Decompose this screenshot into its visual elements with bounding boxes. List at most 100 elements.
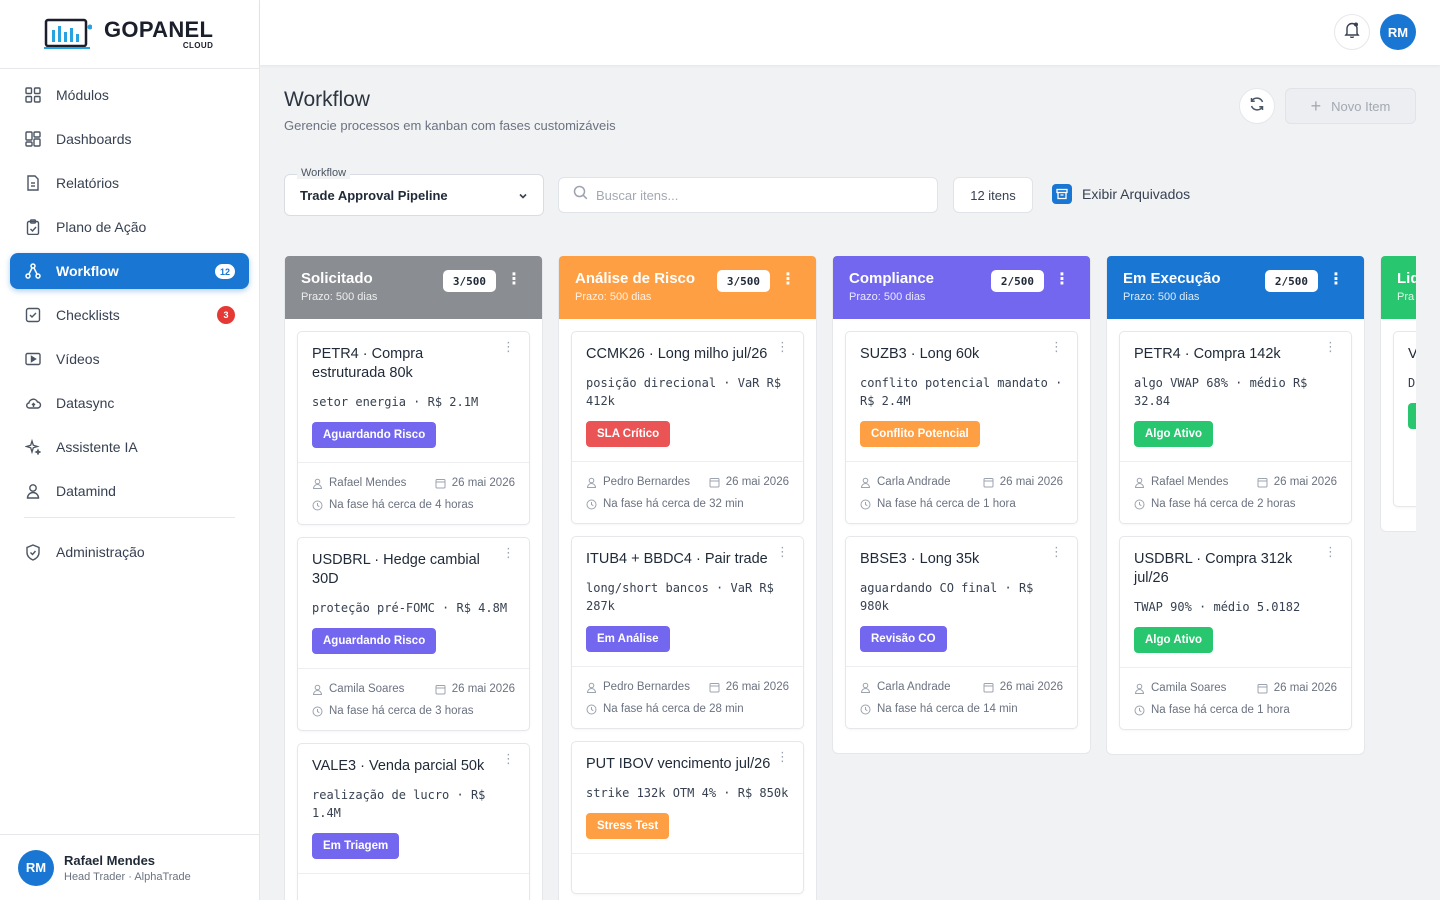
column-count-badge: 3/500	[716, 270, 770, 292]
sidebar-item-label: Datamind	[56, 483, 116, 499]
card-menu-icon[interactable]: ⋮	[502, 339, 515, 354]
card-assignee: Camila Soares	[1151, 682, 1227, 694]
card-date: 26 mai 2026	[725, 476, 789, 488]
calendar-icon	[983, 682, 994, 693]
workflow-select[interactable]: Workflow Trade Approval Pipeline	[284, 167, 544, 216]
calendar-icon	[709, 682, 720, 693]
sidebar-item-datamind[interactable]: Datamind	[10, 473, 249, 509]
column-header[interactable]: Liq Pra	[1381, 256, 1416, 319]
card-title: CCMK26 · Long milho jul/26	[586, 346, 768, 362]
refresh-button[interactable]	[1239, 88, 1275, 124]
user-avatar-button[interactable]: RM	[1380, 14, 1416, 50]
kanban-card[interactable]: USDBRL · Compra 312k jul/26 ⋮ TWAP 90% ·…	[1119, 536, 1352, 730]
column-title: Análise de Risco	[575, 270, 696, 287]
kanban-card[interactable]: SUZB3 · Long 60k ⋮ conflito potencial ma…	[845, 331, 1078, 524]
clock-icon	[860, 704, 871, 715]
card-description: aguardando CO final · R$ 980k	[860, 581, 1034, 613]
chevron-down-icon	[517, 189, 529, 207]
card-phase-time: Na fase há cerca de 4 horas	[329, 499, 474, 511]
show-archived-toggle[interactable]: Exibir Arquivados	[1052, 184, 1190, 204]
sparkle-icon	[24, 438, 42, 456]
logo-icon	[44, 17, 93, 51]
column-em-execucao: Em Execução Prazo: 500 dias 2/500 ⋮ PETR…	[1106, 256, 1365, 755]
card-tag: Em Triagem	[312, 833, 400, 859]
card-tag: Algo Ativo	[1134, 421, 1214, 447]
card-menu-icon[interactable]: ⋮	[1324, 544, 1337, 559]
card-tag: Stress Test	[586, 813, 670, 839]
column-menu-icon[interactable]: ⋮	[1054, 271, 1070, 288]
notifications-button[interactable]	[1334, 14, 1370, 50]
user-icon	[860, 682, 871, 693]
card-menu-icon[interactable]: ⋮	[502, 751, 515, 766]
column-header[interactable]: Em Execução Prazo: 500 dias 2/500 ⋮	[1107, 256, 1364, 319]
kanban-card[interactable]: PUT IBOV vencimento jul/26 ⋮ strike 132k…	[571, 741, 804, 894]
card-menu-icon[interactable]: ⋮	[776, 339, 789, 354]
card-menu-icon[interactable]: ⋮	[776, 749, 789, 764]
sidebar-item-modulos[interactable]: Módulos	[10, 77, 249, 113]
sidebar-item-relatorios[interactable]: Relatórios	[10, 165, 249, 201]
column-count-badge: 2/500	[990, 270, 1044, 292]
card-date: 26 mai 2026	[999, 681, 1063, 693]
search-box[interactable]	[558, 177, 938, 213]
kanban-card[interactable]: VALE3 · Venda parcial 50k ⋮ realização d…	[297, 743, 530, 900]
kanban-card[interactable]: V D	[1393, 331, 1416, 507]
column-deadline: Prazo: 500 dias	[575, 291, 652, 303]
column-header[interactable]: Solicitado Prazo: 500 dias 3/500 ⋮	[285, 256, 542, 319]
column-title: Solicitado	[301, 270, 373, 287]
sidebar-item-datasync[interactable]: Datasync	[10, 385, 249, 421]
kanban-card[interactable]: CCMK26 · Long milho jul/26 ⋮ posição dir…	[571, 331, 804, 524]
sidebar-item-workflow[interactable]: Workflow 12	[10, 253, 249, 289]
person-icon	[24, 482, 42, 500]
column-menu-icon[interactable]: ⋮	[780, 271, 796, 288]
user-name: Rafael Mendes	[64, 852, 156, 868]
user-icon	[586, 477, 597, 488]
search-input[interactable]	[596, 187, 916, 203]
sidebar-item-assistente-ia[interactable]: Assistente IA	[10, 429, 249, 465]
card-menu-icon[interactable]: ⋮	[502, 545, 515, 560]
calendar-icon	[709, 477, 720, 488]
card-phase-time: Na fase há cerca de 2 horas	[1151, 498, 1296, 510]
user-icon	[312, 684, 323, 695]
column-header[interactable]: Compliance Prazo: 500 dias 2/500 ⋮	[833, 256, 1090, 319]
card-tag: Algo Ativo	[1134, 627, 1214, 653]
column-header[interactable]: Análise de Risco Prazo: 500 dias 3/500 ⋮	[559, 256, 816, 319]
card-menu-icon[interactable]: ⋮	[776, 544, 789, 559]
sidebar-item-administracao[interactable]: Administração	[10, 534, 249, 570]
calendar-icon	[983, 477, 994, 488]
new-item-button[interactable]: + Novo Item	[1285, 88, 1416, 124]
logo[interactable]: GOPANEL CLOUD	[0, 0, 259, 69]
kanban-board: Solicitado Prazo: 500 dias 3/500 ⋮ PETR4…	[284, 256, 1416, 900]
card-description: conflito potencial mandato · R$ 2.4M	[860, 376, 1063, 408]
column-count-badge: 3/500	[442, 270, 496, 292]
sidebar-divider	[24, 517, 235, 518]
clock-icon	[860, 499, 871, 510]
kanban-card[interactable]: USDBRL · Hedge cambial 30D ⋮ proteção pr…	[297, 537, 530, 731]
card-tag: Aguardando Risco	[312, 628, 437, 654]
report-icon	[24, 174, 42, 192]
kanban-card[interactable]: PETR4 · Compra estruturada 80k ⋮ setor e…	[297, 331, 530, 525]
card-title: PETR4 · Compra estruturada 80k	[312, 346, 424, 381]
sidebar-item-videos[interactable]: Vídeos	[10, 341, 249, 377]
column-menu-icon[interactable]: ⋮	[506, 271, 522, 288]
card-menu-icon[interactable]: ⋮	[1050, 544, 1063, 559]
card-date: 26 mai 2026	[999, 476, 1063, 488]
sidebar-item-dashboards[interactable]: Dashboards	[10, 121, 249, 157]
sidebar-item-plano-de-acao[interactable]: Plano de Ação	[10, 209, 249, 245]
card-menu-icon[interactable]: ⋮	[1050, 339, 1063, 354]
column-deadline: Prazo: 500 dias	[1123, 291, 1200, 303]
sidebar-user[interactable]: RM Rafael Mendes Head Trader · AlphaTrad…	[0, 834, 260, 900]
sidebar-item-label: Módulos	[56, 87, 109, 103]
calendar-icon	[1257, 683, 1268, 694]
topbar: RM	[260, 0, 1440, 65]
workflow-icon	[24, 262, 42, 280]
sidebar-item-checklists[interactable]: Checklists 3	[10, 297, 249, 333]
kanban-card[interactable]: PETR4 · Compra 142k ⋮ algo VWAP 68% · mé…	[1119, 331, 1352, 524]
kanban-card[interactable]: ITUB4 + BBDC4 · Pair trade ⋮ long/short …	[571, 536, 804, 729]
card-assignee: Carla Andrade	[877, 681, 951, 693]
column-menu-icon[interactable]: ⋮	[1328, 271, 1344, 288]
sidebar-item-label: Datasync	[56, 395, 115, 411]
sidebar-item-label: Assistente IA	[56, 439, 138, 455]
card-menu-icon[interactable]: ⋮	[1324, 339, 1337, 354]
refresh-icon	[1249, 96, 1265, 117]
kanban-card[interactable]: BBSE3 · Long 35k ⋮ aguardando CO final ·…	[845, 536, 1078, 729]
